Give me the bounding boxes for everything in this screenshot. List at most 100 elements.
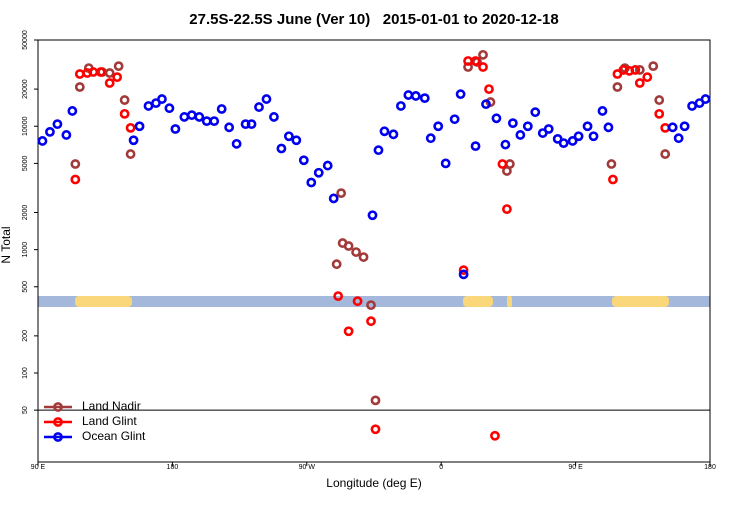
point — [261, 94, 272, 104]
point — [634, 78, 645, 88]
point — [269, 112, 279, 122]
point — [630, 65, 641, 75]
point — [95, 67, 106, 77]
point — [157, 94, 167, 104]
point — [179, 112, 190, 122]
point — [52, 119, 63, 130]
point — [70, 159, 81, 169]
x-tick-label: 90 W — [299, 464, 316, 471]
point — [573, 131, 584, 142]
point — [654, 108, 665, 119]
legend-marker — [53, 432, 63, 442]
y-tick-label: 10000 — [22, 116, 29, 136]
point — [500, 139, 511, 150]
y-tick-label: 50 — [22, 406, 29, 414]
point — [143, 101, 154, 111]
point — [313, 167, 324, 178]
point — [373, 145, 384, 156]
y-tick-label: 50000 — [22, 30, 29, 50]
point — [216, 104, 227, 114]
point — [231, 138, 242, 149]
point — [336, 188, 347, 199]
point — [455, 89, 466, 100]
point — [700, 94, 711, 104]
x-tick-label: 180 — [167, 464, 179, 471]
point — [367, 210, 378, 221]
point — [104, 78, 115, 88]
point — [67, 106, 78, 116]
y-tick-label: 1000 — [22, 242, 29, 258]
point — [170, 124, 181, 134]
legend-marker — [53, 417, 63, 427]
point — [45, 126, 55, 137]
point — [209, 116, 220, 127]
x-tick-label: 0 — [439, 464, 443, 471]
point — [351, 247, 361, 257]
point — [186, 110, 197, 121]
point — [597, 106, 608, 116]
point — [246, 119, 257, 130]
point — [648, 61, 659, 72]
y-axis-label: N Total — [0, 226, 13, 263]
legend-label: Ocean Glint — [82, 429, 146, 443]
point — [119, 108, 130, 119]
x-axis-label: Longitude (deg E) — [326, 476, 421, 490]
x-tick-label: 180 — [704, 464, 716, 471]
point — [194, 112, 205, 122]
chart-title: 27.5S-22.5S June (Ver 10) 2015-01-01 to … — [189, 11, 558, 28]
point — [395, 101, 406, 111]
point — [558, 138, 569, 149]
x-tick-label: 90 E — [568, 464, 583, 471]
point — [634, 65, 645, 75]
point — [322, 160, 333, 171]
point — [470, 141, 481, 152]
point — [515, 130, 526, 140]
point — [61, 130, 72, 140]
point — [654, 95, 665, 105]
y-tick-label: 20000 — [22, 79, 29, 99]
y-tick-label: 2000 — [22, 205, 29, 221]
point — [410, 91, 421, 101]
point — [70, 174, 81, 185]
point — [164, 103, 175, 114]
point — [522, 121, 533, 132]
point — [419, 93, 430, 104]
point — [276, 143, 287, 154]
y-tick-label: 500 — [22, 281, 29, 293]
legend-label: Land Glint — [82, 414, 137, 428]
point — [530, 107, 541, 118]
point — [673, 133, 684, 144]
land-segments — [75, 296, 669, 307]
point — [504, 159, 515, 169]
point — [333, 291, 344, 302]
point — [128, 135, 139, 146]
point — [343, 241, 354, 251]
point — [481, 99, 491, 110]
point — [449, 114, 460, 125]
point — [113, 61, 124, 72]
point — [502, 204, 512, 215]
point — [433, 121, 444, 132]
point — [642, 72, 653, 83]
point — [679, 121, 690, 132]
point — [331, 259, 342, 270]
point — [358, 252, 369, 262]
point — [667, 122, 678, 133]
point — [458, 265, 469, 276]
point — [254, 102, 264, 112]
point — [491, 113, 502, 124]
point — [660, 122, 671, 133]
point — [370, 424, 381, 435]
point — [74, 69, 85, 79]
point — [608, 174, 618, 185]
point — [298, 155, 309, 166]
point — [588, 131, 599, 142]
point — [567, 136, 578, 146]
point — [458, 269, 469, 280]
point — [463, 56, 473, 66]
y-tick-label: 5000 — [22, 155, 29, 171]
y-tick-label: 200 — [22, 330, 29, 342]
point — [366, 300, 376, 311]
point — [291, 135, 302, 146]
point — [470, 56, 481, 66]
